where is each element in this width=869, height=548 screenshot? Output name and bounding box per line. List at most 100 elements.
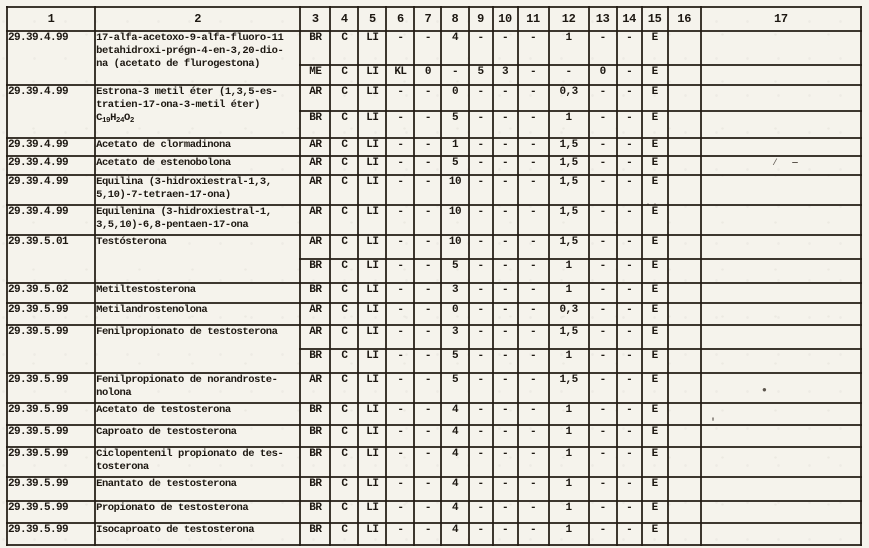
cell-col14: - bbox=[615, 30, 643, 66]
cell-col6: - bbox=[385, 476, 416, 502]
cell-col4: C bbox=[329, 30, 360, 66]
cell-col12: 0,3 bbox=[547, 302, 590, 326]
cell-col17 bbox=[699, 234, 863, 260]
column-header-9: 9 bbox=[467, 6, 494, 32]
cell-col5: LI bbox=[357, 424, 388, 448]
substance-name-line: C19H24O2 bbox=[97, 112, 298, 128]
cell-col9: - bbox=[467, 522, 494, 546]
cell-col7: - bbox=[413, 476, 443, 502]
cell-col11: - bbox=[516, 110, 550, 139]
cell-col15: E bbox=[640, 174, 669, 206]
cell-col14: - bbox=[615, 282, 643, 304]
cell-col13: - bbox=[587, 84, 618, 112]
table-row: 29.39.4.99 Equilenina (3-hidroxiestral-1,… bbox=[5, 204, 863, 236]
cell-col4: C bbox=[329, 84, 360, 112]
cell-col17 bbox=[699, 348, 863, 374]
cell-col14: - bbox=[615, 64, 643, 86]
table-row: 29.39.5.99 Fenilpropionato de testosteron… bbox=[5, 324, 863, 374]
column-header-4: 4 bbox=[329, 6, 360, 32]
cell-col3: AR bbox=[299, 84, 332, 112]
cell-col15: E bbox=[640, 500, 669, 524]
cell-col6: - bbox=[385, 446, 416, 478]
cell-col6: - bbox=[385, 110, 416, 139]
cell-col4: C bbox=[329, 234, 360, 260]
cell-col3: AR bbox=[299, 302, 332, 326]
code-cell: 29.39.4.99 bbox=[5, 174, 97, 206]
cell-col10: - bbox=[491, 500, 519, 524]
cell-col12: 1 bbox=[547, 522, 590, 546]
substance-name-line: Acetato de clormadinona bbox=[96, 139, 231, 151]
cell-col6: KL bbox=[385, 64, 416, 86]
cell-col17 bbox=[699, 302, 863, 326]
cell-col8: 5 bbox=[440, 372, 470, 404]
cell-col17 bbox=[699, 402, 863, 426]
cell-col11: - bbox=[516, 137, 550, 157]
cell-col8: 4 bbox=[440, 424, 470, 448]
substance-name-line: Acetato de estenobolona bbox=[96, 157, 231, 169]
substance-name-line: tratien-17-ona-3-metil éter) bbox=[96, 99, 260, 111]
cell-col16 bbox=[666, 137, 702, 157]
cell-col7: - bbox=[413, 234, 443, 260]
substance-name-line: 3,5,10)-6,8-pentaen-17-ona bbox=[96, 219, 249, 231]
cell-col6: - bbox=[385, 402, 416, 426]
cell-col13: - bbox=[587, 137, 618, 157]
table-row: 29.39.4.99 17-alfa-acetoxo-9-alfa-fluoro-… bbox=[5, 30, 863, 86]
column-header-10: 10 bbox=[491, 6, 519, 32]
substance-name-line: Metilandrostenolona bbox=[96, 304, 208, 316]
cell-col4: C bbox=[329, 522, 360, 546]
code-cell: 29.39.5.99 bbox=[5, 424, 97, 448]
cell-col3: BR bbox=[299, 522, 332, 546]
cell-col17 bbox=[699, 155, 863, 176]
cell-col9: - bbox=[467, 348, 494, 374]
cell-col10: - bbox=[491, 348, 519, 374]
cell-col11: - bbox=[516, 324, 550, 350]
cell-col8: 10 bbox=[440, 204, 470, 236]
substance-name-cell: Acetato de testosterona bbox=[94, 402, 302, 426]
cell-col5: LI bbox=[357, 30, 388, 66]
substance-name-line: Caproato de testosterona bbox=[96, 426, 237, 438]
substance-name-line: tosterona bbox=[96, 461, 149, 473]
cell-col7: - bbox=[413, 282, 443, 304]
table-row: 29.39.5.99 Ciclopentenil propionato de te… bbox=[5, 446, 863, 478]
cell-col4: C bbox=[329, 500, 360, 524]
cell-col15: E bbox=[640, 302, 669, 326]
cell-col10: - bbox=[491, 204, 519, 236]
cell-col17 bbox=[699, 500, 863, 524]
cell-col3: AR bbox=[299, 174, 332, 206]
substance-name-line: Fenilpropionato de norandroste- bbox=[96, 374, 278, 386]
code-cell: 29.39.5.99 bbox=[5, 302, 97, 326]
cell-col13: - bbox=[587, 155, 618, 176]
cell-col13: - bbox=[587, 522, 618, 546]
formula-subscript: 19 bbox=[101, 117, 111, 125]
substance-name-cell: Estrona-3 metil éter (1,3,5-es-tratien-1… bbox=[94, 84, 302, 139]
code-cell: 29.39.5.99 bbox=[5, 402, 97, 426]
cell-col12: 1 bbox=[547, 30, 590, 66]
cell-col8: 4 bbox=[440, 522, 470, 546]
cell-col7: - bbox=[413, 302, 443, 326]
cell-col8: 10 bbox=[440, 234, 470, 260]
cell-col15: E bbox=[640, 84, 669, 112]
cell-col4: C bbox=[329, 155, 360, 176]
table-row: 29.39.5.01 Testósterona AR C LI - -10- - -1,5- - E bbox=[5, 234, 863, 284]
cell-col9: - bbox=[467, 137, 494, 157]
cell-col3: AR bbox=[299, 372, 332, 404]
column-header-17: 17 bbox=[699, 6, 863, 32]
column-header-15: 15 bbox=[640, 6, 669, 32]
cell-col4: C bbox=[329, 302, 360, 326]
cell-col3: AR bbox=[299, 137, 332, 157]
cell-col11: - bbox=[516, 372, 550, 404]
substance-name-line: 17-alfa-acetoxo-9-alfa-fluoro-11 bbox=[96, 32, 284, 44]
cell-col9: - bbox=[467, 324, 494, 350]
cell-col12: 1,5 bbox=[547, 204, 590, 236]
cell-col8: 5 bbox=[440, 348, 470, 374]
cell-col5: LI bbox=[357, 348, 388, 374]
cell-col11: - bbox=[516, 302, 550, 326]
cell-col4: C bbox=[329, 372, 360, 404]
cell-col6: - bbox=[385, 500, 416, 524]
cell-col10: - bbox=[491, 402, 519, 426]
cell-col5: LI bbox=[357, 302, 388, 326]
cell-col14: - bbox=[615, 258, 643, 284]
cell-col6: - bbox=[385, 348, 416, 374]
cell-col15: E bbox=[640, 324, 669, 350]
